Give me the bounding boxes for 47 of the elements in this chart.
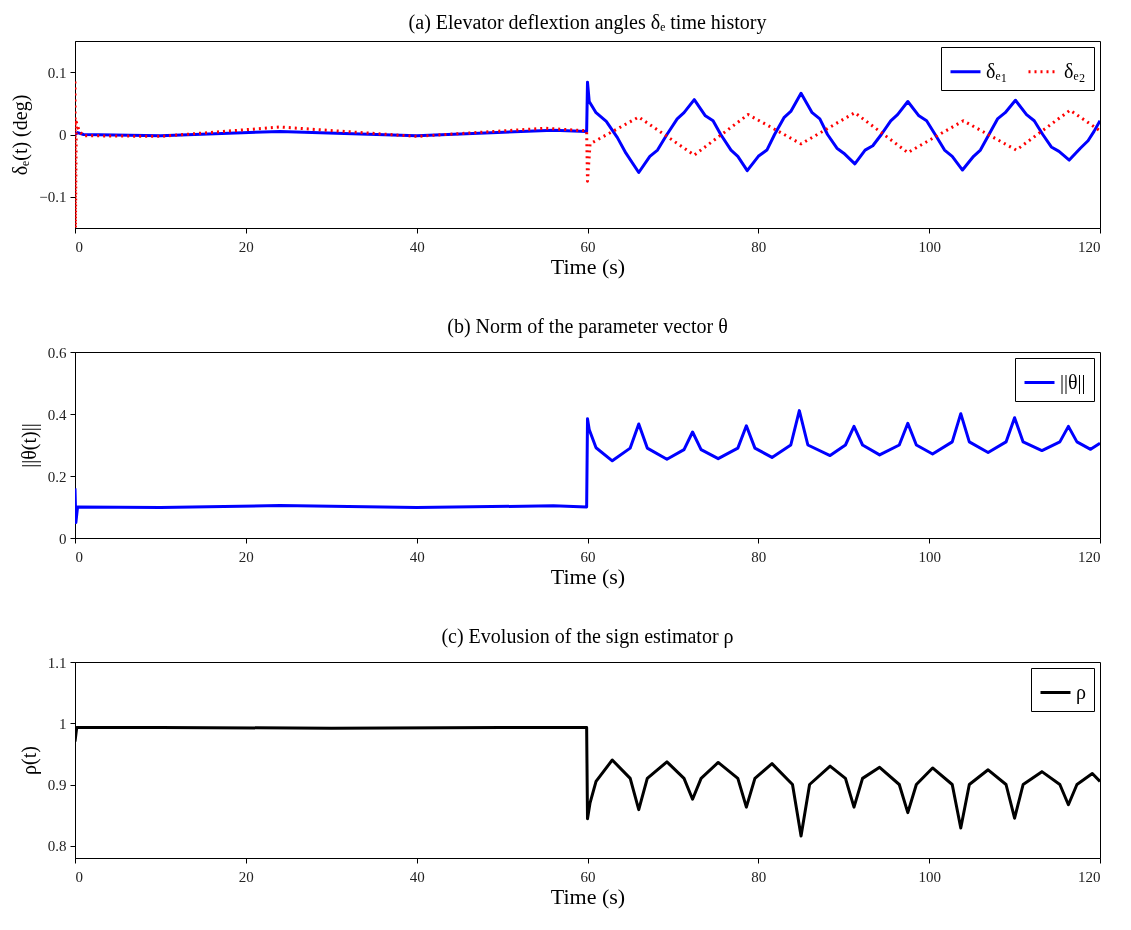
x-tick-label: 40 bbox=[409, 868, 425, 885]
y-axis-title: ρ(t) bbox=[17, 746, 41, 775]
legend-label: δₑ₁ bbox=[986, 59, 1008, 82]
y-axis-title: δₑ(t) (deg) bbox=[9, 94, 33, 176]
y-tick-label: 1 bbox=[59, 715, 67, 732]
y-tick-label: 0 bbox=[59, 530, 67, 547]
x-tick-label: 0 bbox=[75, 548, 83, 565]
legend-label: ρ bbox=[1076, 680, 1086, 704]
x-axis-title: Time (s) bbox=[550, 253, 626, 279]
x-axis-title: Time (s) bbox=[550, 883, 626, 909]
y-tick-label: −0.1 bbox=[39, 189, 67, 206]
line-series bbox=[75, 409, 1100, 524]
y-tick-label: 0.6 bbox=[47, 344, 67, 361]
x-tick-label: 20 bbox=[238, 238, 254, 255]
x-tick-label: 20 bbox=[238, 548, 254, 565]
x-tick-label: 0 bbox=[75, 238, 83, 255]
legend-label: δₑ₂ bbox=[1064, 59, 1086, 82]
x-tick-label: 100 bbox=[918, 238, 941, 255]
y-tick-label: 1.1 bbox=[47, 654, 67, 671]
x-tick-label: 120 bbox=[1078, 868, 1101, 885]
x-tick-label: 40 bbox=[409, 238, 425, 255]
x-tick-label: 100 bbox=[918, 868, 941, 885]
chart-title: (b) Norm of the parameter vector θ bbox=[447, 315, 728, 338]
line-series bbox=[75, 80, 1100, 175]
chart-title: (c) Evolusion of the sign estimator ρ bbox=[441, 625, 734, 648]
x-tick-label: 20 bbox=[238, 868, 254, 885]
y-tick-label: 0.9 bbox=[47, 777, 67, 793]
x-tick-label: 120 bbox=[1078, 238, 1101, 255]
x-tick-label: 40 bbox=[409, 548, 425, 565]
y-axis-title: ||θ(t)|| bbox=[17, 423, 41, 468]
x-tick-label: 60 bbox=[580, 548, 596, 565]
x-tick-label: 60 bbox=[580, 868, 596, 885]
x-tick-label: 120 bbox=[1078, 548, 1101, 565]
x-tick-label: 100 bbox=[918, 548, 941, 565]
legend-label: ||θ|| bbox=[1060, 370, 1086, 394]
x-tick-label: 80 bbox=[751, 238, 767, 255]
x-axis-title: Time (s) bbox=[550, 563, 626, 589]
chart-title: (a) Elevator deflextion angles δₑ time history bbox=[408, 11, 767, 34]
x-tick-label: 80 bbox=[751, 548, 767, 565]
y-tick-label: 0.4 bbox=[47, 406, 67, 423]
y-tick-label: 0 bbox=[59, 127, 67, 143]
y-tick-label: 0.8 bbox=[47, 838, 67, 855]
x-tick-label: 60 bbox=[580, 238, 596, 255]
x-tick-label: 80 bbox=[751, 868, 767, 885]
y-tick-label: 0.2 bbox=[47, 468, 67, 485]
x-tick-label: 0 bbox=[75, 868, 83, 885]
y-tick-label: 0.1 bbox=[47, 64, 67, 81]
